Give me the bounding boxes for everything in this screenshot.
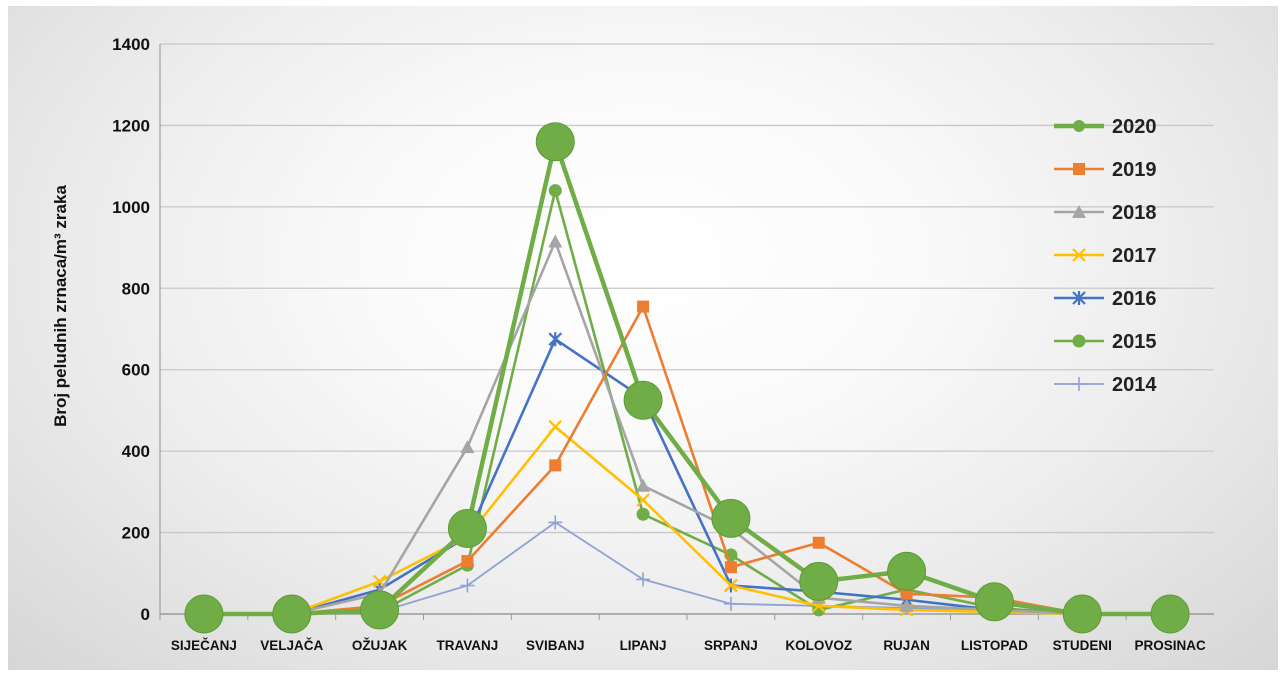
data-point-2020	[1150, 594, 1190, 634]
series-2020	[184, 122, 1190, 634]
series-2018	[196, 234, 1178, 620]
x-tick-label: OŽUJAK	[352, 638, 408, 653]
x-tick-label: LISTOPAD	[961, 638, 1028, 653]
data-point-2018	[460, 440, 475, 454]
data-point-2015	[548, 184, 562, 198]
data-point-2014	[723, 596, 738, 611]
data-point-2018	[636, 478, 651, 492]
y-tick-label: 1200	[112, 116, 150, 135]
data-point-2014	[548, 515, 563, 530]
data-point-2016	[548, 332, 563, 347]
data-point-2019	[812, 536, 825, 549]
data-point-2020	[799, 561, 839, 601]
data-point-2018	[899, 598, 914, 612]
series-line-2016	[203, 337, 1171, 616]
data-point-2020	[711, 498, 751, 538]
legend-marker	[1073, 163, 1085, 175]
data-point-2020	[887, 551, 927, 591]
data-point-2020	[184, 594, 224, 634]
legend-entry-2020: 2020	[1054, 116, 1157, 138]
x-tick-label: LIPANJ	[620, 638, 667, 653]
legend-entry-2014: 2014	[1054, 374, 1157, 396]
legend-marker	[1072, 291, 1086, 305]
data-point-2019	[900, 587, 913, 600]
data-point-2020	[623, 380, 663, 420]
x-tick-label: SRPANJ	[704, 638, 758, 653]
legend-marker	[1072, 248, 1086, 262]
legend-entry-2019: 2019	[1054, 159, 1157, 181]
legend-marker	[1073, 120, 1085, 132]
data-point-2018	[548, 234, 563, 248]
series-2016	[197, 332, 1177, 621]
legend: 2020 2019 2018 2017 2016 2015 2014	[1054, 116, 1157, 396]
legend-entry-2018: 2018	[1054, 202, 1157, 224]
data-point-2020	[1062, 594, 1102, 634]
y-tick-label: 200	[122, 524, 150, 543]
legend-label: 2017	[1112, 245, 1157, 267]
line-chart: 0 200 400 600 800 1000 1200 1400 SIJEČANJ VELJAČA…	[51, 35, 1214, 653]
x-tick-label: PROSINAC	[1134, 638, 1206, 653]
legend-marker	[1072, 205, 1086, 218]
data-point-2020	[272, 594, 312, 634]
x-tick-label: RUJAN	[883, 638, 930, 653]
data-point-2020	[974, 582, 1014, 622]
x-tick-label: SVIBANJ	[526, 638, 585, 653]
data-point-2017	[724, 578, 738, 593]
legend-entry-2015: 2015	[1054, 331, 1157, 353]
series-line-2015	[203, 189, 1171, 616]
x-tick-label: KOLOVOZ	[785, 638, 852, 653]
legend-marker	[1072, 377, 1086, 391]
legend-label: 2020	[1112, 116, 1157, 138]
y-tick-label: 600	[122, 361, 150, 380]
data-point-2020	[447, 509, 487, 548]
series-lines	[184, 122, 1190, 634]
series-line-2018	[203, 240, 1171, 616]
data-point-2019	[461, 555, 474, 568]
y-tick-label: 1400	[112, 35, 150, 54]
data-point-2014	[460, 578, 475, 593]
y-tick-label: 400	[122, 442, 150, 461]
series-2015	[197, 184, 1177, 621]
x-tick-label: VELJAČA	[260, 638, 323, 653]
x-tick-label: STUDENI	[1053, 638, 1112, 653]
data-point-2019	[637, 300, 650, 313]
legend-marker	[1072, 334, 1086, 348]
y-tick-label: 1000	[112, 198, 150, 217]
data-point-2014	[636, 572, 651, 587]
data-point-2020	[535, 122, 575, 162]
gridlines	[160, 43, 1214, 615]
legend-label: 2014	[1112, 374, 1157, 396]
y-tick-label: 0	[141, 605, 150, 624]
series-line-2017	[203, 425, 1171, 616]
data-point-2019	[724, 561, 737, 574]
data-point-2017	[636, 493, 650, 507]
legend-entry-2016: 2016	[1054, 288, 1157, 310]
legend-label: 2016	[1112, 288, 1157, 310]
y-axis-title: Broj peludnih zrnaca/m³ zraka	[51, 185, 70, 427]
legend-label: 2019	[1112, 159, 1157, 181]
x-tick-label: SIJEČANJ	[171, 638, 237, 653]
axes: 0 200 400 600 800 1000 1200 1400 SIJEČANJ VELJAČA…	[112, 35, 1206, 653]
data-point-2019	[549, 459, 562, 472]
data-point-2017	[548, 419, 563, 434]
chart-area: 0 200 400 600 800 1000 1200 1400 SIJEČANJ VELJAČA…	[8, 6, 1278, 670]
y-tick-label: 800	[122, 279, 150, 298]
data-point-2020	[360, 590, 400, 630]
legend-label: 2015	[1112, 331, 1157, 353]
data-point-2015	[636, 507, 650, 521]
x-tick-label: TRAVANJ	[437, 638, 499, 653]
legend-label: 2018	[1112, 202, 1157, 224]
legend-entry-2017: 2017	[1054, 245, 1157, 267]
